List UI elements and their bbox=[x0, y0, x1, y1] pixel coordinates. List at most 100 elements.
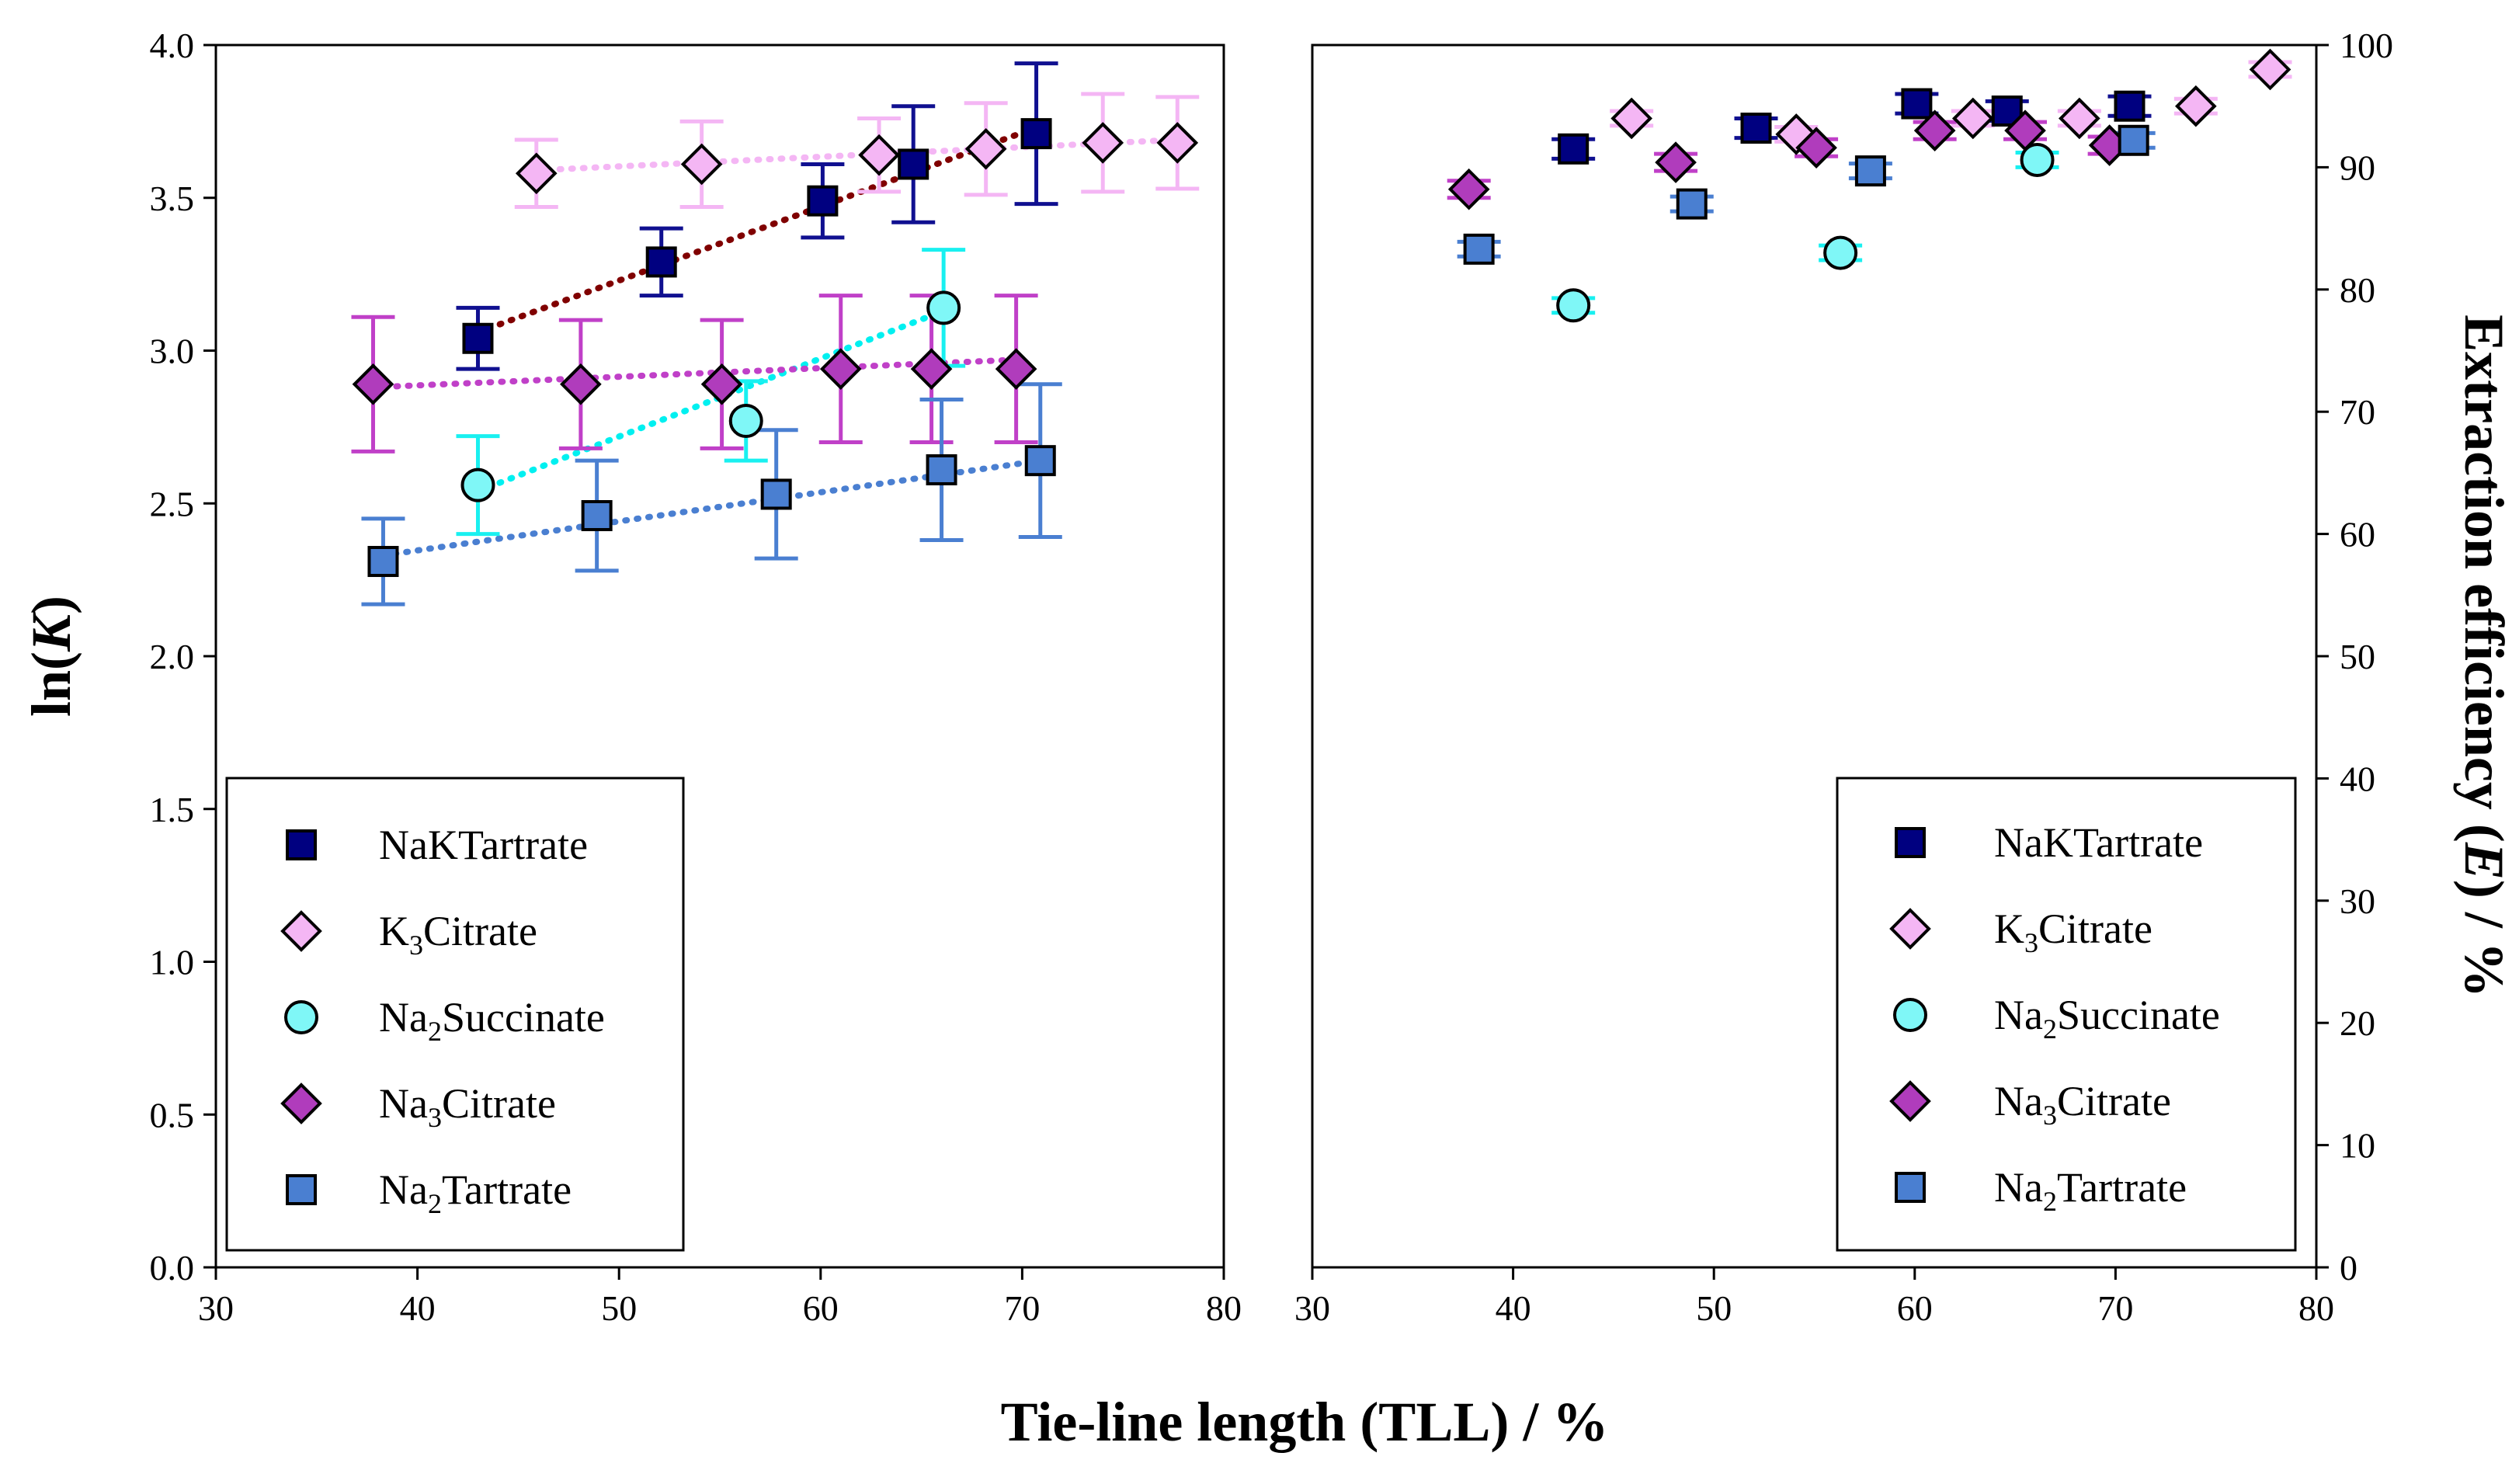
x-tick-label: 70 bbox=[1004, 1288, 1040, 1328]
trend-line-Na3Citrate bbox=[370, 356, 1020, 391]
data-point-Na2Succinate bbox=[2020, 142, 2055, 177]
y-tick-label: 1.0 bbox=[150, 943, 195, 982]
y-axis-title-variable: K bbox=[20, 610, 82, 652]
legend-marker-NaKTartrate bbox=[286, 829, 317, 860]
data-point-Na2Tartrate bbox=[1676, 188, 1708, 220]
right-panel: 30 40 50 60 70 800102030405060708090100Extrac… bbox=[1294, 26, 2515, 1328]
y-tick-label: 70 bbox=[2340, 392, 2375, 432]
data-point-Na2Tartrate bbox=[926, 454, 957, 485]
data-point-NaKTartrate bbox=[1991, 95, 2023, 127]
data-point-Na3Citrate bbox=[1447, 168, 1490, 210]
x-tick-label: 80 bbox=[2298, 1288, 2334, 1328]
y-tick-label: 3.5 bbox=[150, 179, 195, 218]
data-point-Na2Tartrate bbox=[2118, 124, 2149, 156]
data-point-K3Citrate bbox=[1156, 122, 1199, 164]
legend-label-text: Na bbox=[1994, 1078, 2043, 1124]
y-tick-label: 90 bbox=[2340, 148, 2375, 187]
data-point-NaKTartrate bbox=[462, 322, 494, 354]
y-tick-label: 4.0 bbox=[150, 26, 195, 65]
legend-label-text: Na bbox=[1994, 992, 2043, 1038]
legend-label-subscript: 3 bbox=[2024, 927, 2038, 958]
data-point-NaKTartrate bbox=[645, 246, 677, 278]
y-tick-label: 50 bbox=[2340, 637, 2375, 676]
data-point-Na3Citrate bbox=[819, 348, 862, 390]
data-point-K3Citrate bbox=[2175, 85, 2217, 127]
y-axis-title: ln(K) bbox=[20, 596, 82, 717]
legend-label-text: Citrate bbox=[2057, 1078, 2171, 1124]
data-point-Na3Citrate bbox=[1655, 141, 1697, 183]
x-tick-label: 70 bbox=[2097, 1288, 2133, 1328]
legend-marker-NaKTartrate bbox=[1895, 827, 1926, 858]
legend-marker-K3Citrate bbox=[280, 910, 322, 952]
data-point-NaKTartrate bbox=[898, 148, 929, 180]
trend-line-K3Citrate bbox=[533, 136, 1181, 174]
data-point-Na2Tartrate bbox=[581, 499, 613, 531]
y-tick-label: 40 bbox=[2340, 759, 2375, 798]
legend-label-text: K bbox=[379, 908, 409, 954]
y-tick-label: 10 bbox=[2340, 1126, 2375, 1166]
data-point-K3Citrate bbox=[858, 134, 900, 176]
legend-label-subscript: 2 bbox=[428, 1188, 442, 1219]
legend-marker-Na3Citrate bbox=[280, 1083, 322, 1124]
legend-label-Na2Succinate: Na2Succinate bbox=[379, 994, 605, 1047]
legend-label-text: NaKTartrate bbox=[379, 822, 588, 868]
data-point-NaKTartrate bbox=[1901, 88, 1933, 120]
legend-label-NaKTartrate: NaKTartrate bbox=[1994, 819, 2203, 866]
legend: NaKTartrateK3CitrateNa2SuccinateNa3Citra… bbox=[225, 777, 685, 1252]
x-tick-label: 40 bbox=[1496, 1288, 1531, 1328]
y-axis-title-variable: E bbox=[2453, 842, 2515, 880]
x-tick-label: 80 bbox=[1206, 1288, 1242, 1328]
y-tick-label: 60 bbox=[2340, 515, 2375, 554]
data-point-K3Citrate bbox=[515, 152, 558, 195]
y-tick-label: 30 bbox=[2340, 881, 2375, 921]
y-tick-label: 0.5 bbox=[150, 1095, 195, 1135]
legend-label-text: Na bbox=[379, 994, 428, 1041]
legend-label-subscript: 2 bbox=[2043, 1013, 2057, 1044]
data-point-Na3Citrate bbox=[700, 363, 743, 405]
legend-label-subscript: 3 bbox=[409, 930, 423, 961]
data-point-Na3Citrate bbox=[1795, 127, 1837, 169]
legend-label-subscript: 3 bbox=[428, 1102, 442, 1133]
data-point-Na3Citrate bbox=[910, 348, 953, 390]
trend-line-Na2Succinate bbox=[474, 308, 947, 495]
data-point-Na2Tartrate bbox=[760, 478, 792, 510]
y-tick-label: 100 bbox=[2340, 26, 2393, 65]
data-point-NaKTartrate bbox=[2114, 90, 2145, 122]
legend-label-text: Succinate bbox=[2057, 992, 2220, 1038]
data-point-NaKTartrate bbox=[1558, 133, 1590, 165]
x-tick-label: 50 bbox=[1696, 1288, 1732, 1328]
data-point-Na2Succinate bbox=[1823, 235, 1858, 270]
left-panel: 30 40 50 60 70 80 0.0 0.5 1.0 1.5 2.0 2.5 3.0 3.5 4.0 l… bbox=[20, 26, 1242, 1328]
x-tick-label: 30 bbox=[198, 1288, 234, 1328]
data-point-K3Citrate bbox=[1082, 122, 1124, 164]
legend-label-text: Na bbox=[379, 1080, 428, 1127]
y-tick-label: 2.5 bbox=[150, 484, 195, 523]
y-axis-title: Extraction efficiency (E) / % bbox=[2453, 315, 2515, 998]
data-point-K3Citrate bbox=[2249, 48, 2291, 91]
legend-label-text: Tartrate bbox=[442, 1166, 572, 1213]
legend-label-text: Tartrate bbox=[2057, 1164, 2187, 1211]
data-point-Na2Succinate bbox=[460, 467, 495, 502]
legend-label-subscript: 2 bbox=[428, 1016, 442, 1047]
data-point-Na2Tartrate bbox=[1463, 233, 1495, 265]
data-point-Na2Succinate bbox=[926, 290, 961, 325]
legend: NaKTartrateK3CitrateNa2SuccinateNa3Citra… bbox=[1836, 777, 2297, 1252]
x-tick-label: 50 bbox=[601, 1288, 637, 1328]
data-point-Na2Succinate bbox=[1556, 288, 1591, 323]
legend-marker-Na2Tartrate bbox=[286, 1174, 317, 1205]
x-tick-label: 30 bbox=[1294, 1288, 1330, 1328]
data-point-NaKTartrate bbox=[807, 185, 839, 217]
y-axis-title-part: ) / % bbox=[2453, 880, 2515, 998]
data-point-Na3Citrate bbox=[995, 348, 1037, 390]
legend-label-K3Citrate: K3Citrate bbox=[1994, 905, 2152, 958]
y-tick-label: 80 bbox=[2340, 270, 2375, 310]
y-tick-label: 1.5 bbox=[150, 790, 195, 829]
legend-label-Na3Citrate: Na3Citrate bbox=[1994, 1078, 2171, 1131]
legend-label-text: Citrate bbox=[423, 908, 537, 954]
legend-label-subscript: 2 bbox=[2043, 1186, 2057, 1217]
x-tick-label: 60 bbox=[1897, 1288, 1933, 1328]
y-tick-label: 0 bbox=[2340, 1248, 2357, 1288]
data-point-Na3Citrate bbox=[2004, 109, 2046, 152]
